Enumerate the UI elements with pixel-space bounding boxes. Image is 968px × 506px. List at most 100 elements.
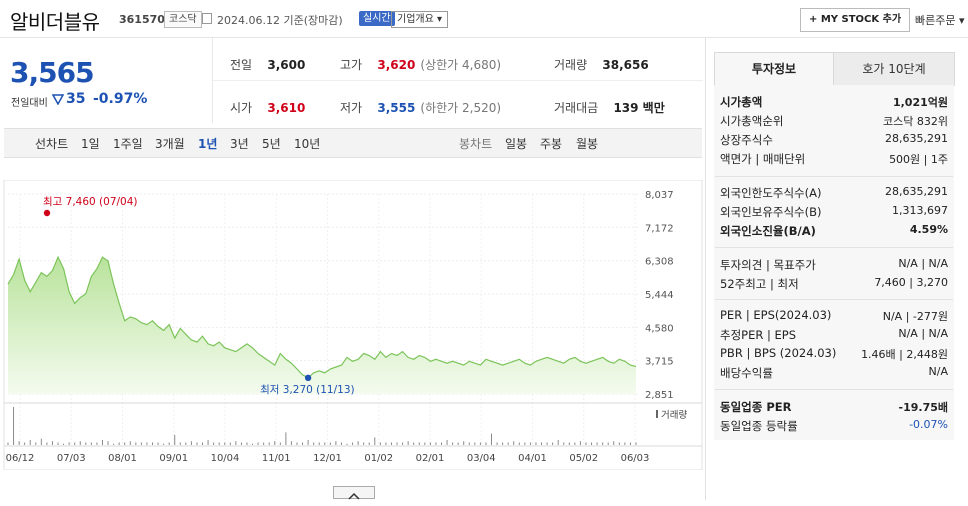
company-overview-button[interactable]: 기업개요 ▾: [391, 11, 448, 28]
open-cell: 시가 3,610: [230, 97, 305, 116]
tab-orderbook[interactable]: 호가 10단계: [833, 52, 955, 86]
info-value: 500원 | 1주: [889, 153, 948, 166]
tab-1day[interactable]: 1일: [81, 137, 100, 151]
low-cell: 저가 3,555 (하한가 2,520): [340, 97, 501, 116]
chart-scroll-handle[interactable]: [333, 486, 375, 500]
price-line: [7, 255, 637, 379]
high-label: 고가: [340, 58, 363, 72]
volume-value: 38,656: [602, 58, 649, 72]
stock-code: 361570: [119, 13, 165, 26]
info-value: 4.59%: [909, 223, 948, 236]
volume-legend-label: 거래량: [661, 409, 687, 421]
low-label: 저가: [340, 101, 363, 115]
tab-weekly-candle[interactable]: 주봉: [540, 137, 563, 151]
amount-cell: 거래대금 139 백만: [554, 97, 665, 116]
info-label: 외국인소진율(B/A): [720, 224, 816, 238]
info-value: N/A | N/A: [898, 327, 948, 340]
info-value: N/A: [928, 365, 948, 378]
quick-order-button[interactable]: 빠른주문 ▾: [915, 14, 965, 27]
high-marker: [43, 209, 51, 217]
tab-3year[interactable]: 3년: [230, 137, 249, 151]
market-badge: 코스닥: [164, 11, 202, 28]
price-area: [8, 257, 636, 394]
x-tick-label: 02/01: [416, 453, 445, 464]
open-label: 시가: [230, 101, 253, 115]
x-tick-label: 08/01: [108, 453, 137, 464]
tab-3month[interactable]: 3개월: [155, 137, 185, 151]
chart-tab-bar: [4, 128, 702, 158]
low-marker: [304, 374, 312, 382]
info-value: -0.07%: [909, 418, 948, 431]
high-annotation: 최고 7,460 (07/04): [43, 196, 138, 208]
change-percent: -0.97%: [93, 91, 148, 107]
info-label: PER | EPS(2024.03): [720, 308, 832, 322]
candle-chart-label: 봉차트: [459, 137, 493, 151]
info-value: 28,635,291: [885, 132, 948, 145]
info-label: 동일업종 PER: [720, 400, 792, 414]
x-tick-label: 01/02: [364, 453, 393, 464]
y-tick-label: 5,444: [645, 290, 674, 301]
info-divider: [715, 247, 953, 248]
prev-close-cell: 전일 3,600: [230, 54, 305, 73]
x-tick-label: 03/04: [467, 453, 496, 464]
x-tick-label: 11/01: [262, 453, 291, 464]
info-label: 52주최고 | 최저: [720, 277, 799, 291]
price-chart[interactable]: 8,037 7,172 6,308 5,444 4,580 3,715 2,851 06/12…: [0, 180, 703, 470]
change-label: 전일대비: [11, 98, 48, 109]
down-arrow-icon: [52, 94, 64, 105]
y-tick-label: 7,172: [645, 223, 674, 234]
prev-close-value: 3,600: [267, 58, 306, 72]
calendar-icon: [202, 13, 212, 24]
tab-investment-info[interactable]: 투자정보: [714, 52, 834, 85]
change-value: 35: [66, 91, 86, 107]
low-value: 3,555: [377, 101, 416, 115]
tab-1week[interactable]: 1주일: [113, 137, 143, 151]
y-tick-label: 3,715: [645, 357, 674, 368]
info-label: 추정PER | EPS: [720, 328, 797, 342]
info-label: 시가총액: [720, 95, 763, 109]
x-tick-label: 10/04: [211, 453, 240, 464]
info-divider: [715, 389, 953, 390]
info-value: -19.75배: [898, 401, 948, 414]
high-value: 3,620: [377, 58, 416, 72]
lower-limit: (하한가 2,520): [420, 101, 502, 115]
amount-value: 139 백만: [613, 101, 665, 115]
y-tick-label: 6,308: [645, 257, 674, 268]
info-value: 28,635,291: [885, 185, 948, 198]
date-text: 2024.06.12 기준(장마감): [217, 14, 343, 27]
tab-monthly-candle[interactable]: 월봉: [576, 137, 599, 151]
info-label: PBR | BPS (2024.03): [720, 346, 837, 360]
tab-daily-candle[interactable]: 일봉: [505, 137, 528, 151]
volume-legend-swatch: [656, 410, 658, 418]
amount-label: 거래대금: [554, 101, 599, 115]
line-chart-label: 선차트: [35, 137, 69, 151]
y-tick-label: 8,037: [645, 190, 674, 201]
summary-divider: [213, 80, 703, 81]
mystock-add-button[interactable]: + MY STOCK 추가: [800, 8, 911, 32]
info-value: 7,460 | 3,270: [874, 276, 948, 289]
info-label: 외국인보유주식수(B): [720, 205, 822, 219]
tab-10year[interactable]: 10년: [294, 137, 321, 151]
x-tick-label: 07/03: [57, 453, 86, 464]
info-value: N/A | N/A: [898, 257, 948, 270]
x-tick-label: 06/03: [621, 453, 650, 464]
high-cell: 고가 3,620 (상한가 4,680): [340, 54, 501, 73]
volume-cell: 거래량 38,656: [554, 54, 649, 73]
info-label: 배당수익률: [720, 366, 773, 380]
y-tick-label: 4,580: [645, 323, 674, 334]
stock-name: 알비더블유: [10, 10, 100, 34]
investment-info-body: [714, 85, 954, 440]
stock-header: 알비더블유 361570 코스닥 2024.06.12 기준(장마감) 실시간 …: [0, 0, 968, 38]
info-value: 1.46배 | 2,448원: [861, 348, 948, 361]
y-tick-label: 2,851: [645, 390, 674, 401]
x-tick-label: 04/01: [518, 453, 547, 464]
info-label: 액면가 | 매매단위: [720, 152, 806, 166]
x-tick-label: 05/02: [569, 453, 598, 464]
prev-close-label: 전일: [230, 58, 253, 72]
realtime-button[interactable]: 실시간: [359, 11, 395, 26]
tab-1year[interactable]: 1년: [198, 137, 218, 151]
x-tick-label: 12/01: [313, 453, 342, 464]
info-value: N/A | -277원: [882, 310, 948, 323]
current-price: 3,565: [10, 56, 95, 89]
tab-5year[interactable]: 5년: [262, 137, 281, 151]
